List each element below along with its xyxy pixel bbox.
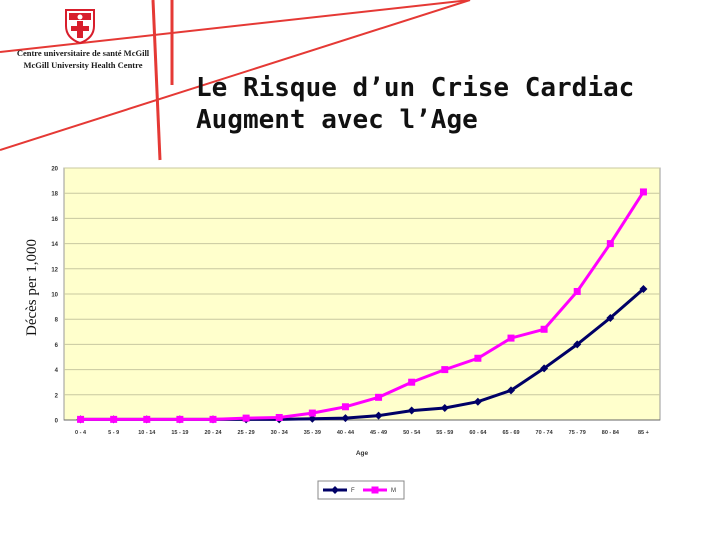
legend-label-F: F <box>351 488 355 494</box>
y-tick-label: 2 <box>55 393 59 399</box>
data-point-F <box>374 411 383 420</box>
y-tick-label: 8 <box>55 318 59 324</box>
x-tick-label: 0 - 4 <box>75 430 87 436</box>
y-tick-label: 20 <box>51 167 58 173</box>
data-point-F <box>407 406 416 415</box>
x-tick-label: 70 - 74 <box>536 430 554 436</box>
y-tick-label: 16 <box>51 217 58 223</box>
x-tick-label: 15 - 19 <box>171 430 188 436</box>
x-axis-label: Age <box>356 450 369 457</box>
legend-marker-M <box>371 486 379 494</box>
data-point-F <box>440 404 449 413</box>
line-chart: 0 2 4 6 8 10 12 14 16 18 20 0 - 4 5 - 9 10 - 14 15 - 1… <box>51 167 661 500</box>
data-point-F <box>308 414 317 423</box>
x-tick-label: 50 - 54 <box>403 430 421 436</box>
data-point-M <box>408 378 416 386</box>
slide-title: Le Risque d’un Crise Cardiac Augment ave… <box>196 72 696 136</box>
x-tick-label: 5 - 9 <box>108 430 119 436</box>
data-point-F <box>540 364 549 373</box>
data-point-M <box>209 415 217 423</box>
x-tick-label: 85 + <box>638 430 649 436</box>
x-tick-label: 45 - 49 <box>370 430 387 436</box>
legend-marker-F <box>331 486 339 494</box>
data-point-F <box>341 414 350 423</box>
x-tick-label: 30 - 34 <box>271 430 289 436</box>
x-tick-label: 20 - 24 <box>204 430 222 436</box>
data-point-F <box>473 397 482 406</box>
data-point-M <box>176 415 184 423</box>
title-line-2: Augment avec l’Age <box>196 105 478 135</box>
shield-cross-icon <box>65 9 95 44</box>
data-point-M <box>573 287 581 295</box>
x-tick-label: 10 - 14 <box>138 430 156 436</box>
logo-text-english: McGill University Health Centre <box>23 60 143 70</box>
y-tick-label: 18 <box>51 192 58 198</box>
data-point-M <box>441 366 449 374</box>
data-point-M <box>242 414 250 422</box>
data-point-M <box>77 415 85 423</box>
x-tick-label: 75 - 79 <box>569 430 586 436</box>
data-point-M <box>540 325 548 333</box>
y-tick-label: 0 <box>55 419 59 425</box>
x-tick-label: 55 - 59 <box>436 430 453 436</box>
data-point-F <box>507 386 515 395</box>
data-point-F <box>573 340 582 349</box>
y-axis-label: Décès per 1,000 <box>24 238 40 336</box>
title-line-1: Le Risque d’un Crise Cardiac <box>196 73 635 103</box>
data-point-M <box>143 415 151 423</box>
data-point-M <box>507 334 515 342</box>
data-point-M <box>375 393 383 401</box>
y-tick-label: 4 <box>55 368 59 374</box>
x-tick-label: 65 - 69 <box>502 430 519 436</box>
y-tick-label: 10 <box>51 293 58 299</box>
series-line-M <box>80 191 645 421</box>
logo-text-french: Centre universitaire de santé McGill <box>16 48 150 58</box>
x-tick-label: 60 - 64 <box>469 430 487 436</box>
data-point-M <box>275 413 283 421</box>
legend-label-M: M <box>391 488 396 494</box>
y-tick-label: 12 <box>51 267 58 273</box>
data-point-M <box>639 188 647 196</box>
data-point-F <box>606 313 615 322</box>
y-tick-label: 6 <box>55 343 59 349</box>
x-tick-label: 40 - 44 <box>337 430 355 436</box>
data-point-M <box>474 354 482 362</box>
y-tick-label: 14 <box>51 242 58 248</box>
x-tick-label: 25 - 29 <box>238 430 255 436</box>
data-point-M <box>606 240 614 248</box>
data-point-M <box>341 403 349 411</box>
data-point-F <box>639 284 648 293</box>
x-tick-label: 35 - 39 <box>304 430 321 436</box>
data-point-M <box>110 415 118 423</box>
data-point-M <box>308 409 316 417</box>
x-tick-label: 80 - 84 <box>602 430 620 436</box>
